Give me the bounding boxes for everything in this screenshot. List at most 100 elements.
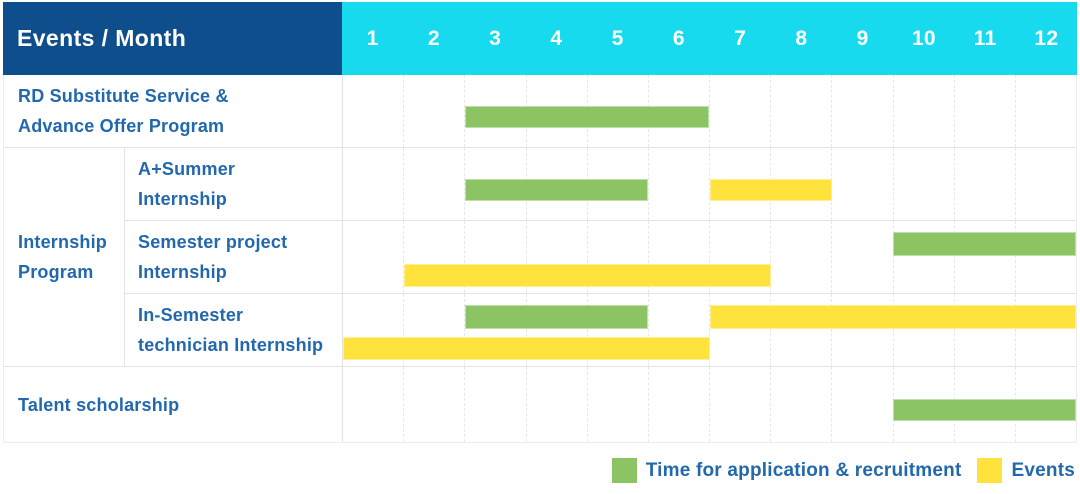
month-cell xyxy=(464,148,525,220)
month-label-6: 6 xyxy=(672,26,685,50)
row-label-line: In-Semester xyxy=(138,305,244,325)
row-label-line: Advance Offer Program xyxy=(18,116,225,136)
gantt-bar xyxy=(709,305,1076,329)
month-cell xyxy=(831,148,892,220)
row-label-a-summer-internship: A+Summer Internship xyxy=(124,148,342,221)
month-label-1: 1 xyxy=(366,26,379,50)
month-cell xyxy=(403,294,464,366)
month-cell xyxy=(709,75,770,147)
month-label-10: 10 xyxy=(911,26,936,50)
month-cell xyxy=(709,221,770,293)
month-cell xyxy=(403,75,464,147)
month-cell xyxy=(586,367,648,442)
gantt-row-semester-project xyxy=(342,221,1076,294)
month-cell xyxy=(464,75,525,147)
group-label-line: Internship xyxy=(18,232,108,252)
month-label-11: 11 xyxy=(973,26,997,50)
gantt-row-rd-substitute xyxy=(342,75,1076,148)
row-label-line: Internship xyxy=(138,189,228,209)
gantt-bar xyxy=(892,232,1076,256)
month-cell xyxy=(343,221,403,293)
legend-item-application: Time for application & recruitment xyxy=(611,458,962,483)
legend-label-application: Time for application & recruitment xyxy=(645,459,962,481)
month-cell xyxy=(770,367,831,442)
row-label-line: Talent scholarship xyxy=(18,394,180,415)
group-label-internship-program: Internship Program xyxy=(4,148,124,367)
row-label-line: technician Internship xyxy=(138,335,324,355)
gantt-table: Events / Month 1 2 3 4 5 6 7 8 9 10 11 1… xyxy=(3,2,1077,443)
month-cell xyxy=(953,221,1015,293)
month-cell xyxy=(1014,221,1076,293)
gantt-bar xyxy=(892,399,1076,421)
month-cell xyxy=(831,75,892,147)
month-label-4: 4 xyxy=(550,26,563,50)
row-label-in-semester-technician-internship: In-Semester technician Internship xyxy=(124,294,342,367)
month-label-12: 12 xyxy=(1034,26,1059,50)
month-cell xyxy=(403,367,464,442)
month-cell xyxy=(770,221,831,293)
month-cell xyxy=(343,148,403,220)
month-cell xyxy=(403,221,464,293)
month-cell xyxy=(586,294,648,366)
month-cell xyxy=(770,75,831,147)
month-cell xyxy=(464,294,525,366)
legend: Time for application & recruitment Event… xyxy=(611,458,1075,483)
month-cell xyxy=(709,367,770,442)
group-label-line: Program xyxy=(18,262,94,282)
legend-item-events: Events xyxy=(977,458,1075,483)
row-label-line: A+Summer xyxy=(138,159,236,179)
corner-header-label: Events / Month xyxy=(17,25,187,51)
month-cell xyxy=(831,367,892,442)
gantt-bar xyxy=(343,337,710,360)
events-swatch-icon xyxy=(977,458,1003,483)
month-cell xyxy=(1014,294,1076,366)
month-label-2: 2 xyxy=(427,26,440,50)
month-cell xyxy=(464,221,525,293)
month-cell xyxy=(892,221,954,293)
gantt-row-talent-scholarship xyxy=(342,367,1076,442)
row-label-line: RD Substitute Service & xyxy=(18,86,229,106)
row-label-rd-substitute: RD Substitute Service & Advance Offer Pr… xyxy=(4,75,342,148)
month-header-row: 1 2 3 4 5 6 7 8 9 10 11 12 xyxy=(342,2,1077,75)
month-cell xyxy=(892,75,954,147)
row-label-line: Semester project xyxy=(138,232,288,252)
month-cell xyxy=(343,367,403,442)
month-cell xyxy=(464,367,525,442)
month-cell xyxy=(403,148,464,220)
legend-label-events: Events xyxy=(1011,459,1075,481)
month-label-9: 9 xyxy=(856,26,869,50)
month-cell xyxy=(1014,75,1076,147)
month-cell xyxy=(586,221,648,293)
month-cell xyxy=(831,294,892,366)
gantt-bar xyxy=(465,179,649,201)
month-cell xyxy=(647,148,709,220)
month-cell xyxy=(709,294,770,366)
month-label-5: 5 xyxy=(611,26,624,50)
month-cell xyxy=(647,367,709,442)
month-cell xyxy=(647,294,709,366)
month-cell xyxy=(1014,148,1076,220)
month-cell xyxy=(892,148,954,220)
month-cell xyxy=(953,294,1015,366)
gantt-bar xyxy=(465,106,710,128)
gantt-bar xyxy=(709,179,832,201)
month-cell xyxy=(525,367,587,442)
month-cell xyxy=(831,221,892,293)
gantt-row-a-summer xyxy=(342,148,1076,221)
month-label-3: 3 xyxy=(489,26,502,50)
month-label-8: 8 xyxy=(795,26,808,50)
gantt-bar xyxy=(404,264,771,287)
gantt-row-in-semester-technician xyxy=(342,294,1076,367)
row-label-line: Internship xyxy=(138,262,228,282)
application-swatch-icon xyxy=(611,458,637,483)
row-label-talent-scholarship: Talent scholarship xyxy=(4,367,342,442)
month-cell xyxy=(343,75,403,147)
month-cell xyxy=(647,221,709,293)
month-cell xyxy=(525,221,587,293)
month-cell xyxy=(953,148,1015,220)
month-cell xyxy=(953,75,1015,147)
month-cell xyxy=(892,294,954,366)
gantt-bar xyxy=(465,305,649,329)
corner-header: Events / Month xyxy=(3,2,342,75)
month-cell xyxy=(770,294,831,366)
